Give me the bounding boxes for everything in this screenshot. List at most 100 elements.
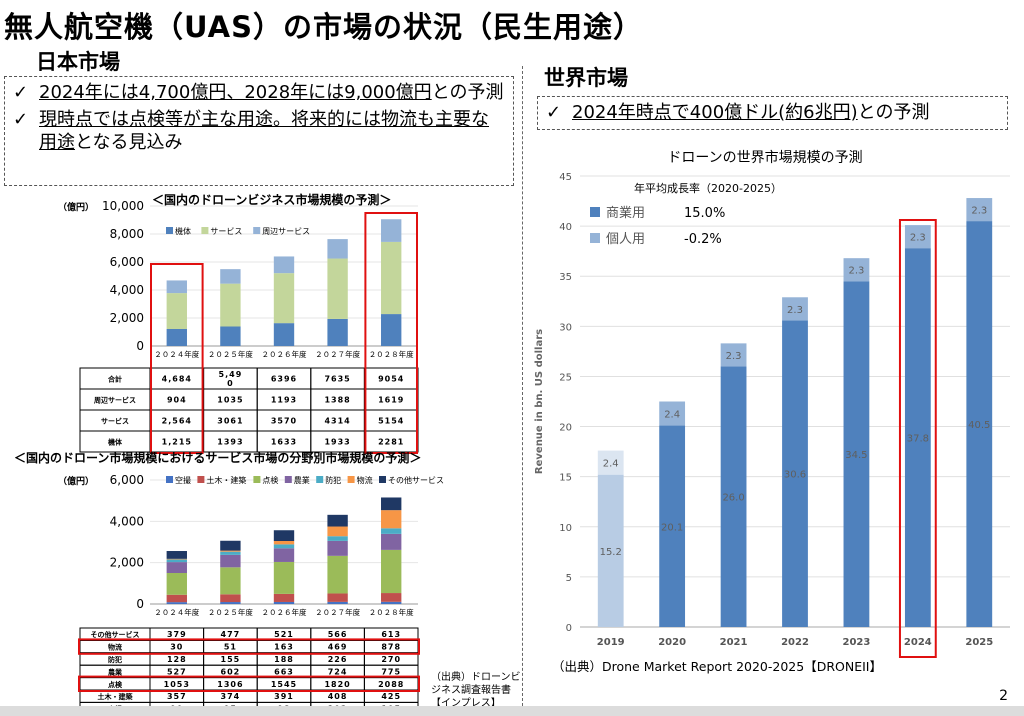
table-value: 9054 [378,375,404,384]
legend-label: その他サービス [388,475,444,485]
legend-growth-rate: -0.2% [684,232,722,247]
legend-swatch [590,207,600,217]
bar-segment [220,594,241,603]
table-value: 408 [328,692,348,701]
table-value: 477 [221,630,241,639]
legend-swatch [379,476,386,483]
bar-segment [220,551,241,555]
table-value: 1306 [217,680,243,689]
legend-swatch [316,476,324,483]
table-value: 1,215 [162,438,192,447]
bar-segment [220,326,241,346]
table-value: 1193 [271,396,297,405]
legend-label: サービス [210,227,242,236]
bar-segment [720,366,747,627]
y-tick-label: 45 [559,172,572,183]
chart-title: ＜国内のドローン市場規模におけるサービス市場の分野別市場規模の予測＞ [14,450,421,465]
y-tick-label: 0 [136,597,144,611]
table-value: 4314 [324,417,350,426]
x-tick-label: ２０２６年度 [262,607,307,617]
legend-swatch [166,476,173,483]
bar-segment [381,533,402,550]
table-row-label: 機体 [108,438,123,447]
table-value: 0 [227,379,234,388]
bar-segment [327,258,348,319]
table-value: 1545 [271,680,297,689]
table-value: 51 [224,643,237,652]
world-market-heading: 世界市場 [544,66,628,90]
bar-segment [904,248,931,627]
table-row-label: サービス [101,417,129,426]
table-value: 6396 [271,375,297,384]
bar-segment [327,318,348,346]
bar-segment [273,548,295,562]
x-tick-label: ２０２７年度 [315,607,360,617]
data-label: 2.4 [603,459,619,470]
table-value: 775 [381,667,401,676]
table-row-label: 農業 [108,667,123,676]
table-row-label: 防犯 [108,655,122,664]
x-tick-label: 2022 [781,637,809,648]
bar-segment [166,562,187,573]
bar-segment [327,601,348,604]
legend-label: 防犯 [325,475,341,485]
legend-swatch [253,476,261,483]
table-value: 357 [167,692,187,701]
data-label: 40.5 [968,420,990,431]
table-value: 1619 [378,396,404,405]
bar-segment [381,314,402,346]
y-tick-label: 5 [566,573,572,584]
check-icon: ✓ [546,102,562,123]
table-value: 1633 [271,438,297,447]
x-tick-label: 2021 [720,637,748,648]
bar-segment [273,541,295,545]
highlight-box [898,219,937,658]
domestic-market-chart: ＜国内のドローンビジネス市場規模の予測＞ （億円） 10,000 8,000 6,000… [58,192,419,454]
table-value: 5,49 [219,370,243,379]
japan-market-heading: 日本市場 [36,50,120,74]
data-label: 26.0 [722,493,744,504]
bar-segment [327,536,348,541]
bar-segment [220,602,241,604]
x-tick-label: 2025 [965,637,993,648]
world-bullet-box: ✓ 2024年時点で400億ドル(約6兆円)との予測 [537,96,1008,130]
y-tick-label: 2,000 [110,556,144,570]
legend-swatch [201,227,209,234]
world-bullet-underlined: 2024年時点で400億ドル(約6兆円) [572,102,858,123]
table-value: 469 [328,643,348,652]
japan-bullet-1-text: 2024年には4,700億円、2028年には9,000億円との予測 [39,81,504,104]
x-tick-label: 2024 [904,637,932,648]
page-title: 無人航空機（UAS）の市場の状況（民生用途） [4,10,643,44]
bar-segment [381,593,402,602]
x-tick-label: ２０２８年度 [369,349,414,359]
check-icon: ✓ [13,82,29,103]
service-market-chart: ＜国内のドローン市場規模におけるサービス市場の分野別市場規模の予測＞ （億円） 6,… [14,450,444,708]
data-label: 2.3 [787,305,803,316]
highlight-row-box [78,675,420,693]
world-market-chart: ドローンの世界市場規模の予測051015202530354045Revenue … [534,149,1010,658]
bar-segment [166,558,187,560]
bottom-bar [0,706,1024,716]
bar-segment [381,601,402,604]
y-tick-label: 10,000 [102,199,144,213]
table-value: 2281 [378,438,404,447]
table-cell [149,701,205,708]
x-tick-label: 2019 [597,637,625,648]
bar-segment [381,219,402,242]
legend-growth-rate: 15.0% [684,206,725,221]
bar-segment [220,567,241,595]
x-tick-label: ２０２７年度 [315,349,360,359]
table-value: 226 [328,655,348,664]
section-divider [522,66,523,706]
y-tick-label: 0 [136,339,144,353]
data-label: 2.3 [910,233,926,244]
table-cell [203,701,258,708]
data-label: 2.3 [848,266,864,277]
y-tick-label: 8,000 [110,227,144,241]
table-row-label: その他サービス [91,630,140,639]
bar-segment [273,273,295,324]
table-value: 1053 [164,680,190,689]
y-tick-label: 0 [566,623,572,634]
y-tick-label: 25 [559,372,572,383]
table-value: 2,564 [162,417,192,426]
